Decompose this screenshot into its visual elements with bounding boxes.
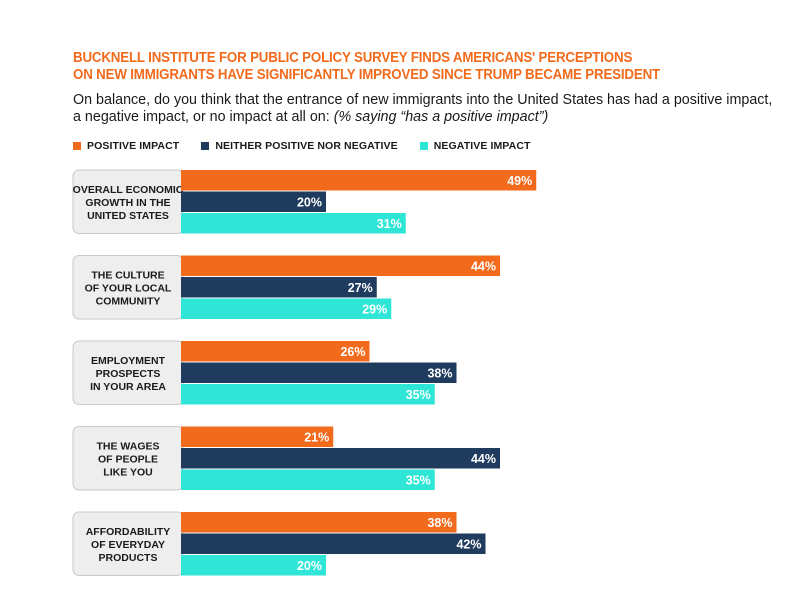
chart-title: BUCKNELL INSTITUTE FOR PUBLIC POLICY SUR… — [73, 50, 717, 84]
chart-title-line-2: ON NEW IMMIGRANTS HAVE SIGNIFICANTLY IMP… — [73, 67, 660, 83]
bar-3-0 — [181, 426, 334, 447]
subtitle-text: On balance, do you think that the entran… — [73, 92, 773, 125]
bar-0-0 — [181, 170, 537, 191]
legend: POSITIVE IMPACT NEITHER POSITIVE NOR NEG… — [73, 140, 553, 152]
bar-4-1 — [181, 533, 486, 554]
bar-value-label-0-2: 31% — [377, 217, 402, 231]
bar-value-label-3-0: 21% — [304, 430, 329, 444]
bar-0-2 — [181, 213, 406, 234]
category-label-1-0: THE CULTURE — [91, 269, 164, 281]
legend-label-negative: NEGATIVE IMPACT — [433, 140, 531, 152]
category-label-2-0: EMPLOYMENT — [91, 355, 166, 367]
category-label-1-1: OF YOUR LOCAL — [85, 282, 172, 294]
legend-item-neither: NEITHER POSITIVE NOR NEGATIVE — [201, 140, 398, 152]
bar-value-label-1-2: 29% — [362, 302, 387, 316]
category-label-3-0: THE WAGES — [96, 440, 159, 452]
bar-3-1 — [181, 448, 500, 469]
bar-value-label-1-0: 44% — [471, 259, 496, 273]
bar-value-label-4-0: 38% — [427, 516, 452, 530]
bar-1-0 — [181, 255, 500, 276]
bar-1-1 — [181, 277, 377, 298]
legend-swatch-neither — [201, 142, 210, 150]
category-label-0-1: GROWTH IN THE — [85, 197, 170, 209]
bar-3-2 — [181, 469, 435, 490]
bar-value-label-2-0: 26% — [340, 345, 365, 359]
bar-value-label-4-2: 20% — [297, 559, 322, 573]
legend-label-positive: POSITIVE IMPACT — [87, 140, 180, 152]
bar-4-2 — [181, 555, 326, 576]
bar-value-label-0-1: 20% — [297, 195, 322, 209]
legend-label-neither: NEITHER POSITIVE NOR NEGATIVE — [215, 140, 398, 152]
bar-2-0 — [181, 341, 370, 362]
bar-2-2 — [181, 384, 435, 405]
category-label-4-0: AFFORDABILITY — [86, 526, 171, 538]
category-label-0-0: OVERALL ECONOMIC — [73, 184, 184, 196]
chart-subtitle: On balance, do you think that the entran… — [73, 92, 773, 126]
category-label-2-2: IN YOUR AREA — [90, 381, 166, 393]
category-label-3-1: OF PEOPLE — [98, 453, 158, 465]
bar-value-label-2-2: 35% — [406, 388, 431, 402]
category-label-3-2: LIKE YOU — [103, 466, 152, 478]
subtitle-note: (% saying “has a positive impact”) — [333, 109, 549, 125]
legend-item-positive: POSITIVE IMPACT — [73, 140, 179, 152]
legend-swatch-negative — [419, 142, 428, 150]
bar-value-label-1-1: 27% — [348, 281, 373, 295]
bar-2-1 — [181, 362, 457, 383]
bar-1-2 — [181, 298, 392, 319]
bar-value-label-3-2: 35% — [406, 473, 431, 487]
chart-title-line-1: BUCKNELL INSTITUTE FOR PUBLIC POLICY SUR… — [73, 50, 633, 66]
bar-0-1 — [181, 191, 326, 212]
category-label-1-2: COMMUNITY — [96, 295, 161, 307]
category-label-4-2: PRODUCTS — [99, 552, 158, 564]
bar-value-label-3-1: 44% — [471, 452, 496, 466]
bar-value-label-4-1: 42% — [456, 537, 481, 551]
bar-value-label-0-0: 49% — [507, 174, 532, 188]
legend-swatch-positive — [73, 142, 81, 150]
category-label-4-1: OF EVERYDAY — [91, 539, 165, 551]
legend-item-negative: NEGATIVE IMPACT — [419, 140, 531, 152]
category-label-2-1: PROSPECTS — [96, 368, 161, 380]
bar-value-label-2-1: 38% — [427, 366, 452, 380]
bar-4-0 — [181, 512, 457, 533]
category-label-0-2: UNITED STATES — [87, 210, 169, 222]
